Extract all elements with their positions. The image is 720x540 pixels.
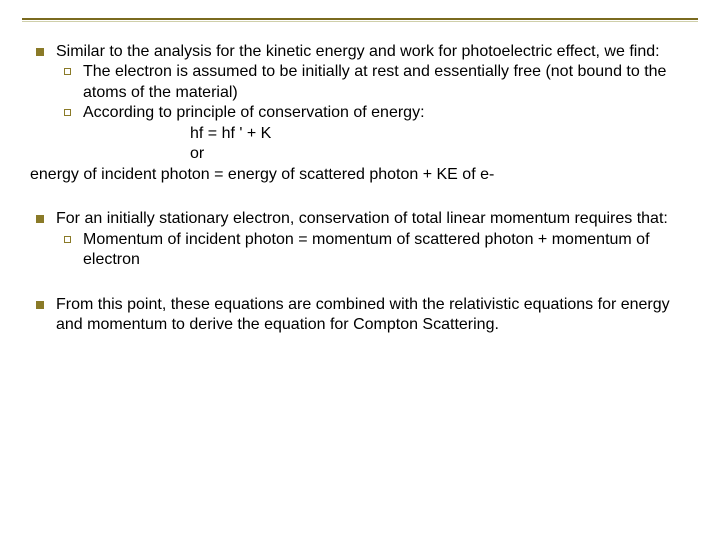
square-bullet-icon [36, 215, 44, 223]
slide: Similar to the analysis for the kinetic … [0, 0, 720, 540]
sub-bullet-item: Momentum of incident photon = momentum o… [64, 230, 692, 271]
sub-bullet-text: According to principle of conservation o… [83, 103, 692, 123]
bullet-text: Similar to the analysis for the kinetic … [56, 42, 692, 62]
equation-summary-line: energy of incident photon = energy of sc… [30, 165, 692, 185]
bullet-text: From this point, these equations are com… [56, 295, 692, 336]
bullet-text: For an initially stationary electron, co… [56, 209, 692, 229]
equation-line: hf = hf ' + K [190, 124, 692, 144]
bullet-item: From this point, these equations are com… [36, 295, 692, 336]
divider-rule [22, 18, 698, 20]
bullet-item: For an initially stationary electron, co… [36, 209, 692, 229]
square-outline-bullet-icon [64, 236, 71, 243]
sub-bullet-item: According to principle of conservation o… [64, 103, 692, 123]
bullet-item: Similar to the analysis for the kinetic … [36, 42, 692, 62]
square-outline-bullet-icon [64, 68, 71, 75]
square-bullet-icon [36, 48, 44, 56]
square-outline-bullet-icon [64, 109, 71, 116]
equation-line: or [190, 144, 692, 164]
square-bullet-icon [36, 301, 44, 309]
divider-rule-shadow [22, 21, 698, 22]
block-2: From this point, these equations are com… [30, 295, 692, 336]
slide-content: Similar to the analysis for the kinetic … [30, 42, 692, 360]
block-1: For an initially stationary electron, co… [30, 209, 692, 270]
sub-bullet-item: The electron is assumed to be initially … [64, 62, 692, 103]
sub-bullet-text: Momentum of incident photon = momentum o… [83, 230, 692, 271]
sub-bullet-text: The electron is assumed to be initially … [83, 62, 692, 103]
block-0: Similar to the analysis for the kinetic … [30, 42, 692, 185]
